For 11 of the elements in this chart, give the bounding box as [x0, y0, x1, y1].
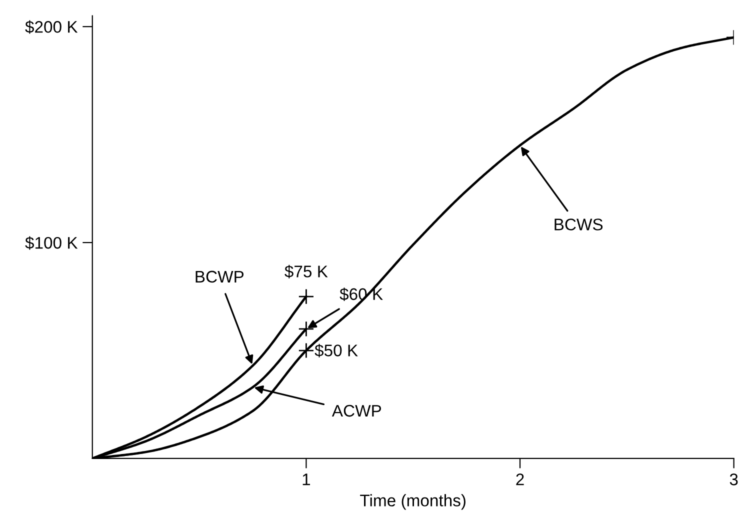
x-tick-label: 1 [302, 474, 310, 486]
x-tick-label: 3 [730, 474, 738, 486]
annotation: $75 K [284, 264, 328, 278]
annotation: ACWP [332, 404, 382, 417]
annotation: $50 K [314, 344, 358, 358]
y-tick-label: $200 K [25, 20, 78, 34]
annotation: BCWP [196, 270, 244, 283]
x-axis-title: Time (months) [360, 494, 466, 510]
annotation: BCWS [554, 218, 603, 230]
y-tick-label: $100 K [25, 236, 78, 250]
x-tick-label: 2 [516, 474, 524, 486]
